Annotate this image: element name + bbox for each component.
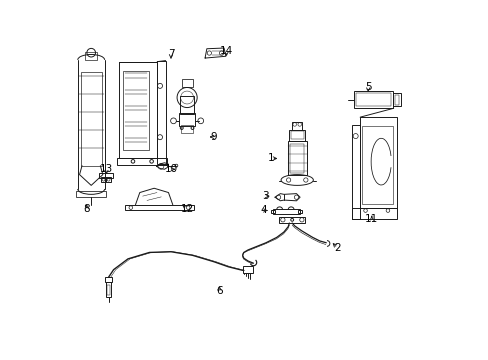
Text: 10: 10 [164, 164, 177, 174]
Bar [355, 93, 390, 106]
Text: 12: 12 [180, 204, 193, 214]
Bar [181, 126, 193, 134]
Bar [289, 130, 305, 140]
Text: 11: 11 [365, 215, 378, 224]
Bar [125, 205, 193, 211]
Bar [290, 131, 303, 139]
Bar [180, 96, 194, 114]
Bar [292, 122, 302, 130]
Bar [242, 266, 253, 273]
Bar [271, 210, 274, 213]
Text: 14: 14 [220, 46, 233, 56]
Bar [85, 52, 97, 60]
Bar [392, 93, 400, 107]
Text: 7: 7 [167, 49, 174, 59]
Bar [351, 208, 396, 220]
Text: 5: 5 [364, 82, 371, 92]
Bar [360, 117, 396, 208]
Bar [106, 177, 110, 182]
Bar [119, 62, 157, 158]
Bar [117, 158, 167, 165]
Bar [361, 126, 392, 204]
Bar [179, 113, 195, 126]
Bar [76, 192, 106, 197]
Bar [105, 277, 112, 282]
Bar [353, 91, 392, 108]
Bar [99, 173, 113, 178]
Bar [273, 210, 300, 214]
Bar [298, 210, 301, 213]
Bar [287, 140, 306, 175]
Bar [101, 177, 105, 182]
Bar [106, 285, 110, 295]
Bar [157, 60, 165, 164]
Bar [394, 95, 398, 105]
Bar [106, 282, 110, 297]
Text: 8: 8 [83, 204, 90, 214]
Text: 6: 6 [216, 286, 222, 296]
Text: 13: 13 [100, 164, 113, 174]
Text: 1: 1 [267, 153, 274, 163]
Text: 3: 3 [262, 191, 268, 201]
Bar [81, 72, 102, 166]
Bar [351, 125, 360, 220]
Bar [278, 217, 305, 223]
Text: 4: 4 [260, 206, 266, 216]
Text: 9: 9 [210, 132, 217, 142]
Bar [182, 78, 192, 87]
Text: 2: 2 [334, 243, 340, 253]
Bar [123, 71, 149, 149]
Bar [289, 144, 304, 173]
